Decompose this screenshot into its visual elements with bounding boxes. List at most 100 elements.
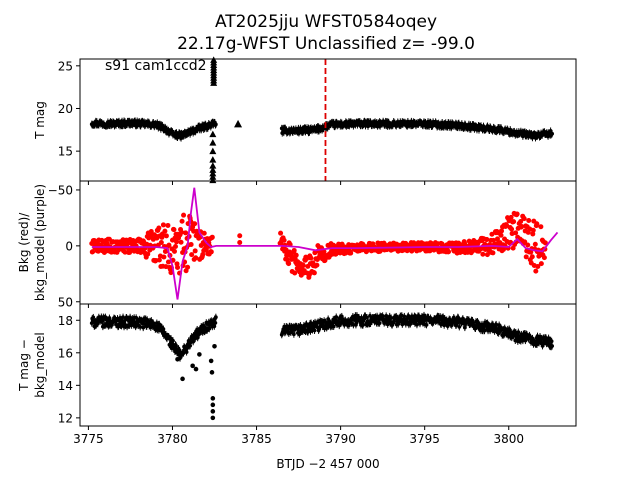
bkg-point [498,232,504,238]
bkg-point [541,255,547,261]
bkg-point [490,250,496,256]
bkg-point [308,255,314,261]
upper-limit-marker [209,166,217,173]
bkg-point [278,230,284,236]
x-tick-label: 3790 [325,432,356,446]
data-point [331,324,336,329]
bkg-point [281,237,287,243]
data-point [213,320,218,325]
bkg-point [171,227,177,233]
bkg-point [511,219,517,225]
bkg-point [348,250,354,256]
upper-limit-marker [209,139,217,146]
x-tick-label: 3785 [241,432,272,446]
upper-limit-marker [209,176,217,184]
bkg-point [148,229,154,235]
panel-bottom: 3775 3780 3785 3790 3795 3800 12 14 16 18 T mag − b… [17,303,577,446]
data-point [210,415,216,421]
bkg-point [525,242,531,248]
bkg-point [193,255,199,261]
bkg-point [292,270,298,276]
data-point [174,343,178,348]
bkg-point [156,257,162,263]
bkg-point [185,264,191,270]
bkg-point [163,233,169,239]
bkg-point [181,212,187,218]
bkg-point [90,249,96,255]
y-tick-label: 14 [58,379,73,393]
data-point [304,322,309,326]
x-tick-label: 3795 [409,432,440,446]
bkg-point [200,252,206,258]
bkg-point [179,229,185,235]
data-point [180,376,185,382]
bkg-point [192,221,198,227]
bkg-point [127,249,133,255]
bkg-point [162,228,168,234]
bkg-point [514,211,520,217]
data-points-bottom [89,311,555,421]
bkg-point [160,222,166,228]
bkg-point [165,259,171,265]
y-tick-label: 20 [58,102,73,116]
bkg-point [314,262,320,268]
upper-limit-marker [209,156,217,163]
data-point [210,409,216,414]
bkg-point [534,221,540,227]
data-point [365,315,369,320]
data-point [171,338,175,343]
bkg-model-line [91,187,559,300]
bkg-point [494,236,500,242]
bkg-point [523,254,529,260]
data-point [209,370,215,375]
data-point [181,351,186,356]
bkg-point [201,230,207,236]
bkg-point [521,216,527,222]
bkg-point [490,237,496,243]
bkg-point [542,240,548,246]
bkg-point [178,239,184,245]
data-point [389,316,394,320]
data-point [415,322,419,327]
bkg-point [161,254,167,260]
bkg-point [156,225,162,231]
data-point [188,343,193,348]
x-axis-label: BTJD −2 457 000 [276,457,379,471]
bkg-point [489,231,495,237]
data-point [417,314,421,318]
data-point [193,366,199,372]
bkg-point [209,234,215,240]
bkg-point [192,248,198,254]
y-axis-label: T mag [33,101,47,140]
bkg-point [237,240,243,245]
upper-limit-marker [234,119,243,128]
bkg-point [446,249,452,255]
upper-limit-marker [209,130,217,138]
data-point [550,131,555,136]
data-point [175,357,180,362]
y-tick-label: 50 [58,295,73,309]
x-tick-label: 3775 [73,432,104,446]
bkg-point [158,240,164,246]
y-tick-label: 0 [65,239,73,253]
upper-limit-marker [209,147,217,155]
bkg-point [173,243,179,249]
title-line-1: AT2025jju WFST0584oqey [215,12,437,32]
bkg-point [166,242,172,248]
bkg-point [311,270,317,276]
data-point [380,313,385,318]
bkg-point [189,252,195,258]
data-point [550,344,555,348]
data-point [213,315,218,320]
data-point [212,343,217,349]
bkg-point [513,230,519,236]
data-point [402,314,407,319]
y-tick-label: 16 [58,346,73,360]
bkg-point [183,230,189,236]
bkg-point [172,235,178,241]
data-point [457,325,462,329]
bkg-point [530,227,536,233]
data-point [197,352,202,357]
data-point [485,321,490,325]
